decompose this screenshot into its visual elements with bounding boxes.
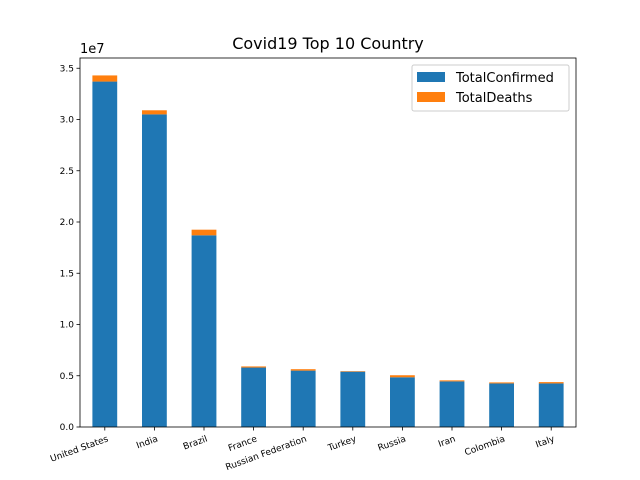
- bar-totaldeaths-0: [92, 75, 118, 82]
- bar-totaldeaths-7: [439, 380, 465, 382]
- bar-totaldeaths-2: [191, 229, 217, 236]
- y-axis-offset-label: 1e7: [80, 42, 105, 57]
- bars-group: [92, 75, 564, 427]
- legend: TotalConfirmed TotalDeaths: [411, 64, 570, 112]
- bar-totalconfirmed-6: [390, 377, 415, 427]
- bar-totaldeaths-4: [290, 369, 316, 371]
- bar-totaldeaths-9: [538, 382, 564, 384]
- y-tick-label-5: 2.5: [60, 167, 74, 177]
- bar-totalconfirmed-5: [340, 371, 366, 427]
- bar-totalconfirmed-1: [142, 114, 167, 427]
- bar-totalconfirmed-0: [92, 81, 118, 427]
- bar-totaldeaths-6: [390, 375, 415, 378]
- legend-box: [411, 64, 570, 112]
- bar-totaldeaths-1: [142, 110, 167, 115]
- legend-swatch-1: [417, 92, 445, 102]
- bar-totaldeaths-3: [241, 366, 266, 368]
- y-tick-label-6: 3.0: [60, 116, 75, 126]
- y-tick-label-7: 3.5: [60, 64, 74, 74]
- legend-swatch-0: [417, 72, 445, 82]
- x-tick-label-7: Iran: [437, 434, 457, 449]
- bar-totalconfirmed-9: [538, 383, 564, 427]
- chart-title: Covid19 Top 10 Country: [232, 34, 424, 53]
- x-tick-label-1: India: [135, 434, 159, 451]
- legend-label-1: TotalDeaths: [455, 91, 533, 106]
- x-tick-label-6: Russia: [377, 434, 408, 453]
- bar-totalconfirmed-8: [489, 383, 514, 427]
- bar-totalconfirmed-4: [290, 370, 316, 427]
- y-tick-label-3: 1.5: [60, 269, 74, 279]
- x-tick-label-5: Turkey: [326, 434, 359, 454]
- y-tick-label-0: 0.0: [60, 423, 75, 433]
- x-tick-label-3: France: [227, 434, 259, 454]
- y-tick-label-1: 0.5: [60, 372, 74, 382]
- bar-totaldeaths-8: [489, 382, 514, 384]
- x-tick-label-0: United States: [49, 434, 110, 464]
- bar-totalconfirmed-2: [191, 235, 217, 427]
- y-tick-label-4: 2.0: [60, 218, 75, 228]
- x-tick-label-8: Colombia: [463, 434, 506, 458]
- plot-frame: [79, 57, 577, 428]
- legend-label-0: TotalConfirmed: [455, 71, 554, 86]
- x-tick-label-9: Italy: [534, 434, 556, 450]
- bar-totalconfirmed-7: [439, 381, 465, 427]
- y-tick-label-2: 1.0: [60, 321, 75, 331]
- x-tick-label-2: Brazil: [182, 434, 209, 452]
- bar-totalconfirmed-3: [241, 367, 266, 427]
- bar-totaldeaths-5: [340, 371, 366, 372]
